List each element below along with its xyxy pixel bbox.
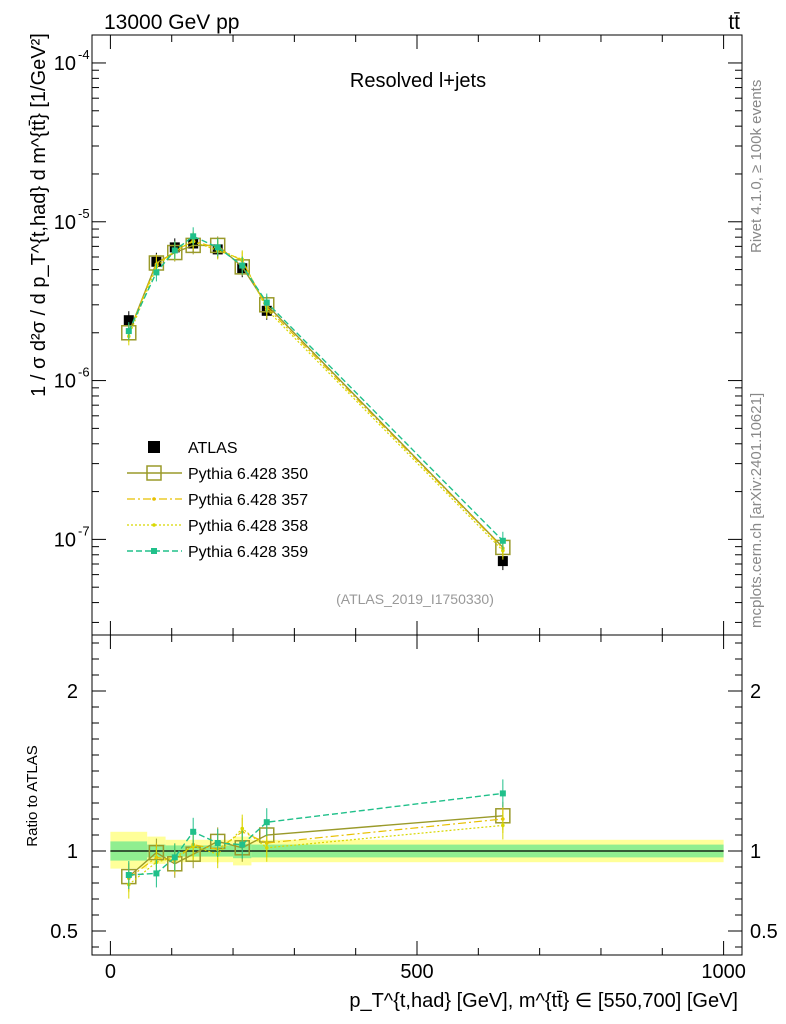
ratio-point-p359 [499, 790, 506, 797]
series-line-p359 [128, 235, 504, 542]
ratio-point-p359 [214, 840, 221, 846]
y-tick-label-ratio-right: 2 [750, 681, 761, 703]
data-point-p359 [499, 537, 506, 544]
y-tick-label-ratio-left: 1 [67, 841, 78, 863]
y-tick-label-ratio-left: 2 [67, 681, 78, 703]
y-tick-label-main: 10 [54, 371, 76, 393]
data-point-p359 [125, 328, 132, 335]
ratio-line-p359 [128, 792, 503, 876]
series-line-p350 [128, 244, 504, 548]
legend-label-p359: Pythia 6.428 359 [188, 544, 308, 561]
legend-label-p358: Pythia 6.428 358 [188, 518, 308, 535]
data-point-p359 [153, 269, 160, 276]
data-point-p359 [171, 247, 178, 254]
y-tick-label-main: 10 [54, 529, 76, 551]
y-tick-label-main: 10 [54, 212, 76, 234]
y-tick-label-exponent: -6 [78, 365, 90, 380]
energy-label: 13000 GeV pp [104, 11, 239, 34]
ratio-point-p359 [153, 870, 160, 877]
ratio-point-p359 [239, 841, 246, 848]
y-tick-label-ratio-right: 1 [750, 841, 761, 863]
ratio-line-p350 [128, 815, 503, 878]
x-tick-label: 1000 [701, 961, 746, 983]
data-point-p358 [501, 548, 505, 553]
ratio-point-p358 [501, 823, 505, 828]
legend-marker-p350 [146, 465, 162, 481]
y-tick-label-exponent: -5 [78, 206, 90, 221]
mcplots-label: mcplots.cern.ch [arXiv:2401.10621] [748, 393, 765, 628]
legend-marker-atlas [148, 441, 160, 453]
data-point-atlas [497, 556, 508, 567]
data-point-atlas [123, 315, 134, 326]
x-axis-label: p_T^{t,had} [GeV], m^{tt̄} ∈ [550,700] [… [349, 990, 738, 1012]
legend-marker-p358 [152, 523, 156, 527]
panel-title: Resolved l+jets [350, 70, 486, 92]
legend-label-atlas: ATLAS [188, 440, 238, 457]
x-tick-label: 500 [400, 961, 433, 983]
legend-marker-p359 [151, 548, 157, 554]
ratio-point-p358 [240, 826, 245, 831]
ratio-line-p357 [128, 818, 503, 879]
y-axis-label-main: 1 / σ d²σ / d p_T^{t,had} d m^{tt̄} [1/G… [28, 33, 50, 397]
y-axis-label-ratio: Ratio to ATLAS [24, 745, 41, 846]
y-tick-label-main: 10 [54, 53, 76, 75]
legend-marker-p357 [152, 497, 156, 501]
ratio-panel-frame [91, 634, 743, 956]
series-line-p357 [128, 240, 504, 549]
data-point-p359 [214, 244, 221, 251]
ratio-point-p358 [191, 844, 195, 848]
ratio-point-p358 [264, 846, 269, 850]
rivet-version-label: Rivet 4.1.0, ≥ 100k events [748, 80, 765, 253]
y-tick-label-ratio-right: 0.5 [750, 921, 778, 943]
data-point-p359 [190, 233, 197, 240]
ratio-point-p359 [125, 872, 132, 878]
data-point-p359 [263, 299, 270, 306]
legend-label-p350: Pythia 6.428 350 [188, 466, 308, 483]
series-line-p358 [128, 240, 504, 552]
ratio-line-p358 [128, 824, 503, 886]
ratio-point-p359 [171, 854, 178, 861]
legend-label-p357: Pythia 6.428 357 [188, 492, 308, 509]
ratio-point-p359 [190, 828, 197, 835]
process-label: tt̄ [728, 11, 740, 34]
y-tick-label-exponent: -4 [78, 47, 90, 62]
y-tick-label-ratio-left: 0.5 [50, 921, 78, 943]
x-tick-label: 0 [105, 961, 116, 983]
data-point-p359 [239, 262, 246, 269]
analysis-id: (ATLAS_2019_I1750330) [336, 591, 494, 607]
y-tick-label-exponent: -7 [78, 523, 90, 538]
ratio-point-p359 [263, 819, 270, 826]
